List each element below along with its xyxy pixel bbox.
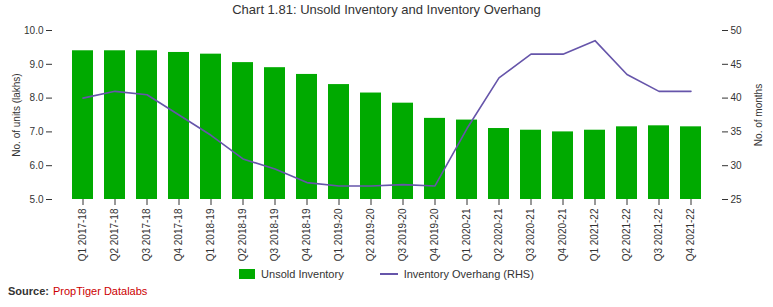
html-text:Inventory Overhang (RHS): Inventory Overhang (RHS) <box>403 268 534 280</box>
svg-text:Q2 2020-21: Q2 2020-21 <box>493 208 504 261</box>
svg-text:No. of months: No. of months <box>753 84 764 146</box>
svg-text:Q4 2018-19: Q4 2018-19 <box>301 208 312 261</box>
svg-text:Q1 2021-22: Q1 2021-22 <box>589 208 600 261</box>
html-text:Source: PropTiger Datalabs: Source: PropTiger Datalabs <box>8 285 148 297</box>
svg-text:Q4 2021-22: Q4 2021-22 <box>685 208 696 261</box>
svg-text:Q2 2017-18: Q2 2017-18 <box>109 208 120 261</box>
svg-text:8.0: 8.0 <box>30 92 44 103</box>
svg-text:Q4 2017-18: Q4 2017-18 <box>173 208 184 261</box>
svg-text:Q4 2020-21: Q4 2020-21 <box>557 208 568 261</box>
svg-text:35: 35 <box>731 126 743 137</box>
svg-text:Q3 2021-22: Q3 2021-22 <box>653 208 664 261</box>
svg-text:6.0: 6.0 <box>30 160 44 171</box>
svg-text:50: 50 <box>731 25 743 36</box>
svg-text:40: 40 <box>731 92 743 103</box>
svg-text:7.0: 7.0 <box>30 126 44 137</box>
html-text:Chart 1.81: Unsold Inventory a: Chart 1.81: Unsold Inventory and Invento… <box>232 2 541 17</box>
svg-text:Q1 2020-21: Q1 2020-21 <box>461 208 472 261</box>
svg-text:Q4 2019-20: Q4 2019-20 <box>429 208 440 261</box>
svg-text:Q2 2021-22: Q2 2021-22 <box>621 208 632 261</box>
svg-text:Q1 2018-19: Q1 2018-19 <box>205 208 216 261</box>
svg-text:Q1 2019-20: Q1 2019-20 <box>333 208 344 261</box>
svg-text:No. of units (lakhs): No. of units (lakhs) <box>11 73 22 156</box>
svg-text:Q2 2018-19: Q2 2018-19 <box>237 208 248 261</box>
svg-text:25: 25 <box>731 194 743 205</box>
svg-text:9.0: 9.0 <box>30 59 44 70</box>
svg-text:Q3 2020-21: Q3 2020-21 <box>525 208 536 261</box>
svg-text:Q3 2018-19: Q3 2018-19 <box>269 208 280 261</box>
svg-text:Q2 2019-20: Q2 2019-20 <box>365 208 376 261</box>
svg-text:10.0: 10.0 <box>24 25 44 36</box>
svg-text:5.0: 5.0 <box>30 194 44 205</box>
html-text:Unsold Inventory: Unsold Inventory <box>261 268 344 280</box>
svg-text:30: 30 <box>731 160 743 171</box>
svg-text:45: 45 <box>731 59 743 70</box>
svg-text:Q3 2017-18: Q3 2017-18 <box>141 208 152 261</box>
svg-text:Q3 2019-20: Q3 2019-20 <box>397 208 408 261</box>
svg-text:Q1 2017-18: Q1 2017-18 <box>77 208 88 261</box>
